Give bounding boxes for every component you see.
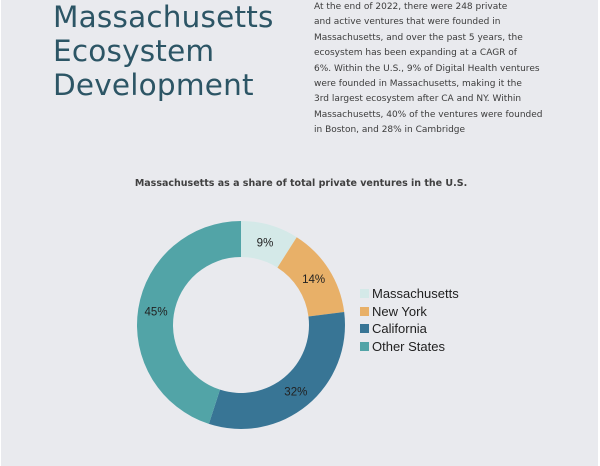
intro-line: in Boston, and 28% in Cambridge (314, 125, 466, 136)
legend-label: California (372, 321, 427, 337)
legend-swatch (360, 324, 369, 334)
legend-swatch (360, 289, 369, 299)
intro-paragraph: At the end of 2022, there were 248 priva… (314, 0, 574, 139)
donut-slice-labels: 9% 14% 32% 45% (145, 237, 326, 398)
donut-slice-new-york (277, 237, 345, 317)
legend-label: Massachusetts (372, 286, 459, 302)
donut-slice-california (208, 311, 346, 430)
intro-line: and active ventures that were founded in (314, 17, 501, 28)
chart-title: Massachusetts as a share of total privat… (134, 178, 468, 189)
legend-item-massachusetts: Massachusetts (360, 285, 459, 303)
legend-swatch (360, 306, 369, 316)
title-line-2: Ecosystem (53, 34, 215, 68)
intro-line: Massachusetts, 40% of the ventures were … (314, 109, 543, 120)
intro-line: ecosystem has been expanding at a CAGR o… (314, 48, 517, 59)
page-title: Massachusetts Ecosystem Development (53, 0, 274, 102)
legend-swatch (360, 341, 369, 351)
donut-slice-massachusetts (241, 221, 297, 268)
slice-percent-label: 14% (302, 274, 325, 286)
chart-legend: Massachusetts New York California Other … (360, 285, 459, 355)
title-line-3: Development (53, 68, 254, 102)
intro-line: 3rd largest ecosystem after CA and NY. W… (314, 94, 522, 105)
intro-line: 6%. Within the U.S., 9% of Digital Healt… (314, 63, 540, 74)
intro-line: At the end of 2022, there were 248 priva… (314, 2, 508, 12)
intro-line: Massachusetts, and over the past 5 years… (314, 32, 523, 43)
legend-label: Other States (372, 338, 445, 354)
legend-item-other-states: Other States (360, 338, 459, 356)
slice-percent-label: 45% (145, 307, 168, 319)
intro-line: were founded in Massachusetts, making it… (314, 79, 522, 90)
slice-percent-label: 32% (284, 386, 307, 398)
legend-label: New York (372, 303, 427, 319)
donut-slice-other-states (137, 221, 241, 424)
slice-percent-label: 9% (257, 237, 274, 249)
title-line-1: Massachusetts (53, 0, 274, 34)
donut-slices (137, 221, 346, 430)
legend-item-new-york: New York (360, 303, 459, 321)
legend-item-california: California (360, 320, 459, 338)
